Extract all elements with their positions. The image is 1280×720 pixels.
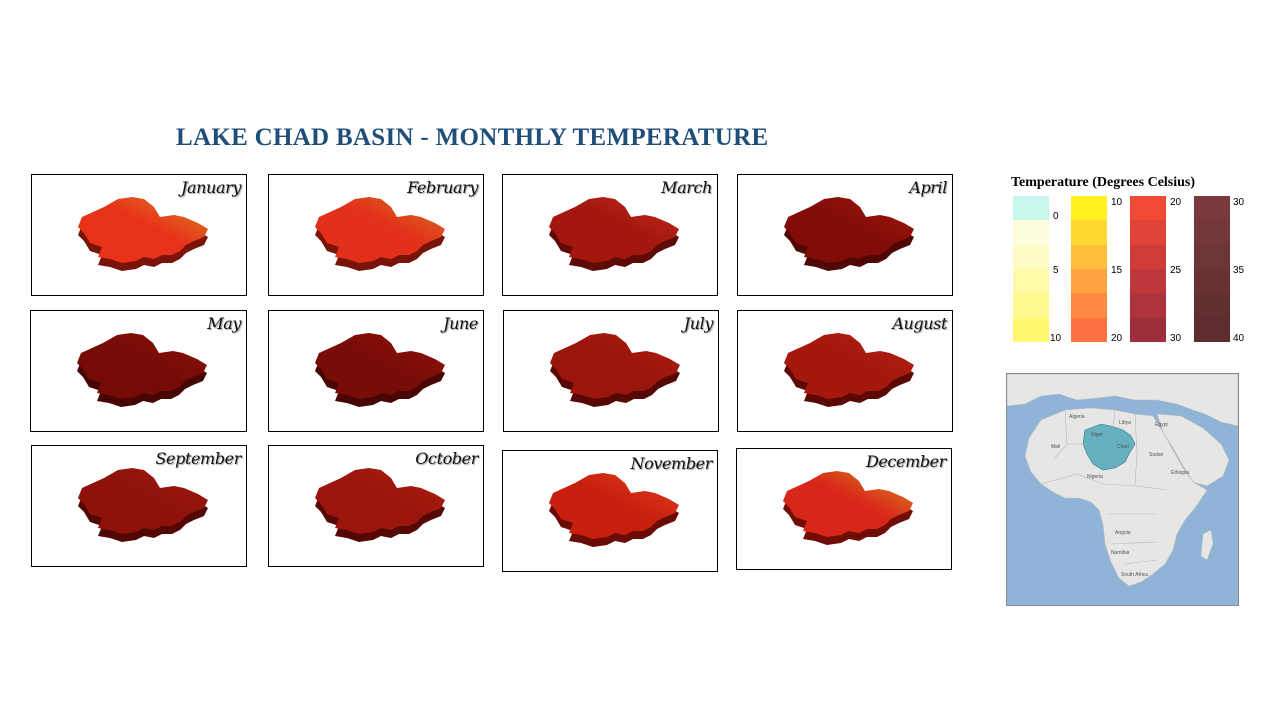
africa-locator-map: Algeria Libya Egypt Mali Niger Chad Suda… <box>1006 373 1239 606</box>
basin-relief-map <box>549 197 679 271</box>
page-title: LAKE CHAD BASIN - MONTHLY TEMPERATURE <box>176 124 769 151</box>
month-label: January <box>181 178 241 197</box>
month-panel-june: June <box>268 310 484 432</box>
basin-relief-map <box>783 471 913 545</box>
map-label: Libya <box>1119 420 1131 426</box>
month-panel-march: March <box>502 174 718 296</box>
month-panel-may: May <box>30 310 247 432</box>
basin-relief-map <box>315 197 445 271</box>
legend-tick: 20 <box>1111 333 1123 344</box>
legend-ramp-20-30 <box>1130 196 1166 342</box>
month-panel-july: July <box>503 310 719 432</box>
legend-tick: 30 <box>1170 333 1182 344</box>
month-panel-november: November <box>502 450 718 572</box>
relief-surface <box>783 471 913 537</box>
month-label: August <box>892 314 947 333</box>
map-label: Nigeria <box>1087 474 1103 480</box>
month-label: May <box>207 314 241 333</box>
map-label: Sudan <box>1149 452 1164 458</box>
month-panel-august: August <box>737 310 953 432</box>
africa-landmass <box>1024 407 1208 587</box>
legend-tick: 40 <box>1233 333 1245 344</box>
arabia-landmass <box>1156 413 1230 487</box>
relief-surface <box>784 333 914 399</box>
map-label: Algeria <box>1069 414 1085 420</box>
legend-ramp-30-40 <box>1194 196 1230 342</box>
map-label: Chad <box>1117 444 1129 450</box>
legend-tick: 10 <box>1050 333 1062 344</box>
legend-tick: 10 <box>1111 197 1123 208</box>
legend-tick: 20 <box>1170 197 1182 208</box>
map-label: Mali <box>1051 444 1060 450</box>
madagascar <box>1200 529 1214 561</box>
legend-tick: 5 <box>1053 265 1059 276</box>
month-label: March <box>661 178 712 197</box>
relief-surface <box>784 197 914 263</box>
relief-surface <box>77 333 207 399</box>
map-label: Niger <box>1091 432 1103 438</box>
legend-tick: 15 <box>1111 265 1123 276</box>
basin-relief-map <box>550 333 680 407</box>
relief-surface <box>78 468 208 534</box>
country-borders <box>1040 409 1168 565</box>
relief-surface <box>315 468 445 534</box>
legend-title: Temperature (Degrees Celsius) <box>1011 175 1196 190</box>
basin-relief-map <box>784 333 914 407</box>
map-label: Egypt <box>1155 422 1168 428</box>
relief-surface <box>78 197 208 263</box>
relief-surface <box>549 473 679 539</box>
legend-tick: 25 <box>1170 265 1182 276</box>
legend-ramp-0-10 <box>1013 196 1049 342</box>
basin-relief-map <box>78 197 208 271</box>
month-label: October <box>415 449 478 468</box>
africa-map-graphic: Algeria Libya Egypt Mali Niger Chad Suda… <box>1007 374 1238 605</box>
month-panel-december: December <box>736 448 952 570</box>
month-label: September <box>155 449 241 468</box>
legend-ramp-10-20 <box>1071 196 1107 342</box>
basin-relief-map <box>784 197 914 271</box>
basin-relief-map <box>77 333 207 407</box>
legend-tick: 0 <box>1053 211 1059 222</box>
month-label: April <box>909 178 947 197</box>
relief-surface <box>315 333 445 399</box>
month-panel-september: September <box>31 445 247 567</box>
basin-relief-map <box>78 468 208 542</box>
month-panel-february: February <box>268 174 484 296</box>
map-label: Namibia <box>1111 550 1130 556</box>
month-panel-october: October <box>268 445 484 567</box>
relief-surface <box>315 197 445 263</box>
month-label: July <box>683 314 714 333</box>
month-label: June <box>443 314 478 333</box>
month-label: February <box>407 178 478 197</box>
map-label: South Africa <box>1121 572 1148 578</box>
legend-tick: 30 <box>1233 197 1245 208</box>
basin-relief-map <box>315 333 445 407</box>
basin-relief-map <box>549 473 679 547</box>
month-panel-april: April <box>737 174 953 296</box>
basin-relief-map <box>315 468 445 542</box>
legend-tick: 35 <box>1233 265 1245 276</box>
relief-surface <box>550 333 680 399</box>
month-label: December <box>865 452 946 471</box>
month-panel-january: January <box>31 174 247 296</box>
map-label: Ethiopia <box>1171 470 1189 476</box>
map-label: Angola <box>1115 530 1131 536</box>
month-label: November <box>630 454 713 473</box>
relief-surface <box>549 197 679 263</box>
lake-chad-basin-highlight <box>1082 423 1136 471</box>
europe-landmass <box>1007 374 1238 427</box>
